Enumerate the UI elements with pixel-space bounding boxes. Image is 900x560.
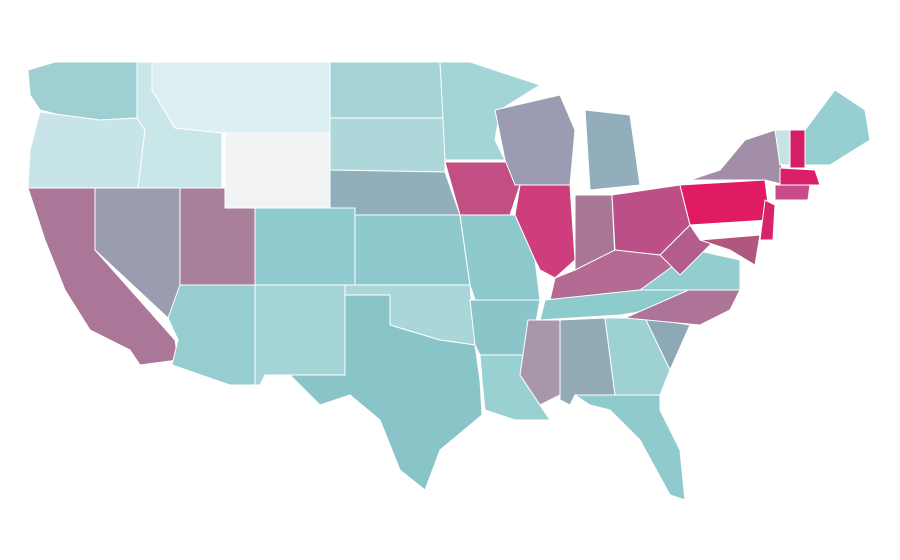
state [679,179,771,226]
state [779,167,821,186]
state [444,161,521,216]
state [699,234,761,266]
state [151,61,331,134]
state [514,184,576,279]
state [354,214,471,286]
state [254,284,346,386]
state [167,284,256,386]
state [574,394,686,501]
state [27,111,146,189]
state [584,109,641,191]
state [27,61,138,121]
state [804,89,871,166]
state [519,319,561,406]
state [289,294,483,491]
state [789,129,806,169]
state [224,132,331,209]
state [254,207,356,286]
state [774,184,811,201]
state [689,129,786,186]
state [329,169,461,216]
state [329,117,446,173]
state [759,199,776,241]
state [329,61,446,119]
